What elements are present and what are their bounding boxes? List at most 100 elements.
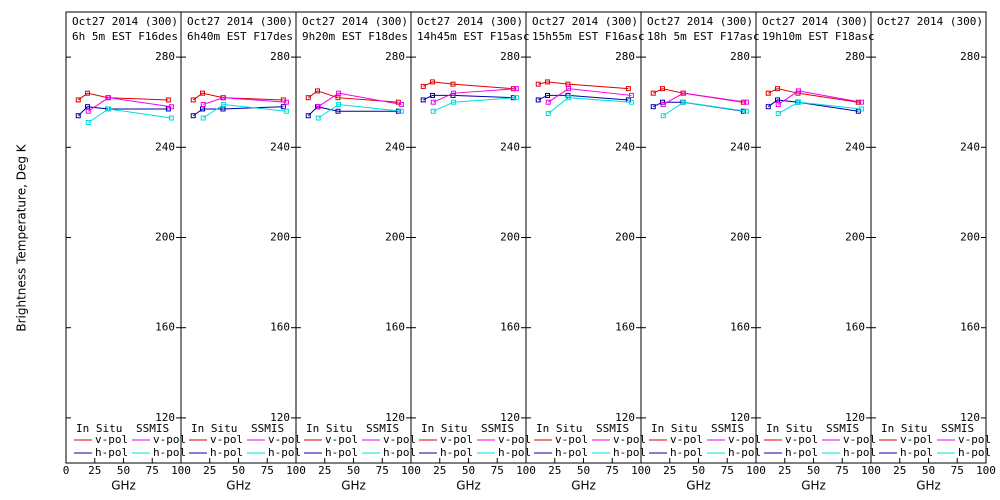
panel-title: Oct27 2014 (300)	[302, 15, 408, 28]
series-line	[307, 90, 399, 103]
y-tick-label: 200	[155, 231, 175, 244]
legend-label: h-pol	[325, 446, 358, 459]
marker	[430, 99, 436, 105]
series-line	[77, 92, 169, 101]
panel-subtitle: 18h 5m EST F17asc	[647, 30, 760, 43]
series-line	[663, 92, 747, 105]
x-tick-label: 50	[577, 464, 590, 477]
marker	[335, 108, 341, 114]
series-line	[317, 103, 402, 119]
x-axis-label: GHz	[341, 479, 366, 493]
legend-label: h-pol	[900, 446, 933, 459]
marker	[420, 97, 426, 103]
y-tick-label: 240	[500, 140, 520, 153]
y-tick-label: 280	[385, 50, 405, 63]
panel-subtitle: 6h 5m EST F16des	[72, 30, 178, 43]
x-axis-label: GHz	[686, 479, 711, 493]
marker	[430, 92, 436, 98]
panel-title: Oct27 2014 (300)	[187, 15, 293, 28]
marker	[283, 99, 289, 105]
y-tick-label: 240	[730, 140, 750, 153]
legend-group-title: In Situ	[421, 422, 467, 435]
marker	[168, 115, 174, 121]
marker	[335, 95, 341, 101]
marker	[628, 92, 634, 98]
marker	[430, 79, 436, 85]
x-tick-label: 75	[836, 464, 849, 477]
legend-group-title: SSMIS	[481, 422, 514, 435]
panel-subtitle: 14h45m EST F15asc	[417, 30, 530, 43]
legend-label: h-pol	[555, 446, 588, 459]
y-tick-label: 240	[960, 140, 980, 153]
y-tick-label: 240	[615, 140, 635, 153]
x-tick-label: 100	[401, 464, 421, 477]
y-tick-label: 280	[730, 50, 750, 63]
marker	[775, 97, 781, 103]
marker	[200, 101, 206, 107]
x-tick-label: 25	[203, 464, 216, 477]
y-tick-label: 160	[615, 321, 635, 334]
marker	[280, 104, 286, 110]
legend-label: h-pol	[210, 446, 243, 459]
marker	[220, 106, 226, 112]
x-tick-label: 100	[171, 464, 191, 477]
y-tick-label: 280	[845, 50, 865, 63]
x-tick-label: 100	[286, 464, 306, 477]
marker	[796, 88, 802, 94]
x-tick-label: 50	[922, 464, 935, 477]
marker	[336, 90, 342, 96]
marker	[85, 119, 91, 125]
legend-label: h-pol	[843, 446, 876, 459]
series-line	[538, 81, 629, 90]
marker	[765, 104, 771, 110]
legend-label: h-pol	[498, 446, 531, 459]
x-tick-label: 75	[146, 464, 159, 477]
marker	[283, 108, 289, 114]
marker	[775, 86, 781, 92]
x-tick-label: 0	[63, 464, 70, 477]
marker	[545, 92, 551, 98]
marker	[650, 90, 656, 96]
legend-group-title: SSMIS	[251, 422, 284, 435]
legend-label: h-pol	[383, 446, 416, 459]
y-tick-label: 240	[845, 140, 865, 153]
marker	[858, 106, 864, 112]
legend-group-title: SSMIS	[136, 422, 169, 435]
x-tick-label: 75	[721, 464, 734, 477]
series-line	[87, 108, 172, 123]
panel-title: Oct27 2014 (300)	[417, 15, 523, 28]
x-tick-label: 50	[347, 464, 360, 477]
marker	[650, 104, 656, 110]
marker	[106, 106, 112, 112]
legend-label: h-pol	[153, 446, 186, 459]
legend-label: h-pol	[785, 446, 818, 459]
y-tick-label: 120	[845, 411, 865, 424]
legend-group-title: In Situ	[651, 422, 697, 435]
marker	[398, 108, 404, 114]
marker	[305, 95, 311, 101]
series-line	[192, 106, 284, 117]
y-tick-label: 280	[500, 50, 520, 63]
marker	[743, 108, 749, 114]
legend-label: v-pol	[95, 433, 128, 446]
x-tick-label: 50	[232, 464, 245, 477]
y-tick-label: 160	[730, 321, 750, 334]
marker	[566, 86, 572, 92]
legend-group-title: SSMIS	[826, 422, 859, 435]
panel-subtitle: 19h10m EST F18asc	[762, 30, 875, 43]
marker	[681, 99, 687, 105]
marker	[660, 113, 666, 119]
series-line	[307, 106, 399, 117]
x-axis-label: GHz	[571, 479, 596, 493]
x-tick-label: 50	[692, 464, 705, 477]
marker	[200, 90, 206, 96]
x-axis-label: GHz	[226, 479, 251, 493]
series-line	[192, 92, 284, 101]
legend-label: v-pol	[958, 433, 991, 446]
marker	[85, 90, 91, 96]
marker	[336, 101, 342, 107]
marker	[765, 90, 771, 96]
y-tick-label: 160	[500, 321, 520, 334]
marker	[315, 88, 321, 94]
y-tick-label: 240	[385, 140, 405, 153]
